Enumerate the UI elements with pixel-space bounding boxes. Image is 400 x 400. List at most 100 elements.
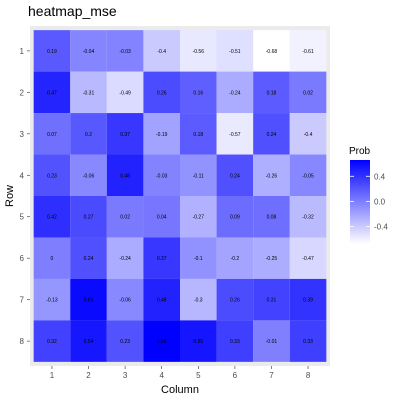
y-axis-ticks: 1 2 3 4 5 6 7 8	[20, 47, 30, 346]
cell-value-label: 0.33	[230, 339, 240, 345]
cell-value-label: 0.23	[47, 173, 57, 179]
heatmap-cell	[143, 113, 180, 155]
heatmap-cell	[289, 278, 327, 321]
heatmap-cell	[216, 113, 254, 155]
heatmap-cell	[70, 71, 107, 114]
y-tick-label: 4	[20, 171, 25, 180]
heatmap-cell	[289, 237, 327, 279]
heatmap-cell	[33, 113, 71, 155]
cell-value-label: 0.37	[120, 132, 130, 138]
heatmap-cell	[289, 196, 327, 238]
cell-value-label: 0.47	[47, 90, 57, 96]
x-axis-ticks: 1 2 3 4 5 6 7 8	[50, 366, 311, 380]
cell-value-label: -0.57	[229, 132, 241, 138]
heatmap-cell	[253, 113, 290, 155]
heatmap-cell	[143, 30, 180, 72]
heatmap-cell	[253, 278, 290, 321]
heatmap-cell	[106, 71, 144, 114]
heatmap-cell	[216, 278, 254, 321]
cell-value-label: 0.27	[84, 215, 94, 221]
heatmap-cell	[143, 237, 180, 279]
x-tick-label: 6	[233, 371, 238, 380]
cell-value-label: 0.42	[47, 215, 57, 221]
x-tick-label: 2	[86, 371, 91, 380]
heatmap-cell	[253, 320, 290, 362]
cell-value-label: 0.24	[84, 256, 94, 262]
cell-value-label: -0.04	[83, 49, 95, 55]
heatmap-cell	[70, 154, 107, 196]
heatmap-cell	[106, 320, 144, 362]
heatmap-cell	[33, 196, 71, 238]
heatmap-cell	[106, 113, 144, 155]
cell-value-label: -0.11	[193, 173, 204, 179]
heatmap-cell	[180, 154, 217, 196]
y-tick-label: 8	[20, 337, 25, 346]
heatmap-cell	[143, 320, 180, 362]
cell-value-label: 0.08	[267, 215, 277, 221]
y-tick-label: 7	[20, 296, 25, 305]
heatmap-cell	[143, 196, 180, 238]
heatmap-cell	[180, 30, 217, 72]
heatmap-cell	[216, 237, 254, 279]
heatmap-cell	[180, 237, 217, 279]
cell-value-label: -0.05	[302, 173, 314, 179]
heatmap-cell	[180, 71, 217, 114]
heatmap-cell	[106, 30, 144, 72]
heatmap-cell	[289, 154, 327, 196]
heatmap-cell	[143, 154, 180, 196]
cell-value-label: 0.48	[157, 298, 167, 304]
cell-value-label: 0.18	[193, 132, 203, 138]
cell-value-label: -0.31	[83, 90, 95, 96]
heatmap-cell	[143, 71, 180, 114]
cell-value-label: 0.31	[267, 298, 277, 304]
heatmap-cell	[216, 196, 254, 238]
cell-value-label: 0.66	[157, 339, 167, 345]
x-tick-label: 1	[50, 371, 55, 380]
cell-value-label: -0.2	[231, 256, 240, 262]
heatmap-cell	[253, 196, 290, 238]
heatmap-cell	[106, 237, 144, 279]
heatmap-cell	[216, 71, 254, 114]
heatmap-cells: 0.19 -0.04 -0.03 -0.4 -0.56 -0.51 -0.68 -0.61 0.…	[33, 30, 327, 362]
cell-value-label: -0.51	[229, 49, 241, 55]
cell-value-label: -0.06	[83, 173, 95, 179]
legend: Prob 0.4 0.0 -0.4	[349, 146, 388, 244]
heatmap-cell	[70, 237, 107, 279]
heatmap-cell	[253, 154, 290, 196]
cell-value-label: -0.01	[266, 339, 278, 345]
heatmap-cell	[70, 278, 107, 321]
cell-value-label: 0.24	[230, 173, 240, 179]
y-tick-label: 6	[20, 254, 25, 263]
cell-value-label: -0.19	[156, 132, 168, 138]
cell-value-label: 0.48	[120, 173, 130, 179]
heatmap-cell	[70, 113, 107, 155]
heatmap-cell	[33, 30, 71, 72]
cell-value-label: -0.47	[302, 256, 314, 262]
cell-value-label: 0.18	[267, 90, 277, 96]
x-tick-label: 4	[159, 371, 164, 380]
heatmap-cell	[253, 71, 290, 114]
legend-colorbar	[350, 160, 370, 244]
heatmap-cell	[33, 278, 71, 321]
heatmap-cell	[70, 30, 107, 72]
x-tick-label: 3	[123, 371, 128, 380]
cell-value-label: -0.68	[266, 49, 278, 55]
legend-tick-label: 0.0	[374, 197, 386, 206]
cell-value-label: -0.13	[46, 298, 58, 304]
cell-value-label: 0.32	[47, 339, 57, 345]
cell-value-label: -0.32	[302, 215, 314, 221]
cell-value-label: 0.55	[193, 339, 203, 345]
cell-value-label: -0.03	[156, 173, 168, 179]
cell-value-label: 0.19	[47, 49, 57, 55]
legend-tick-label: -0.4	[374, 222, 388, 231]
x-axis-title: Column	[161, 384, 199, 396]
heatmap-cell	[70, 196, 107, 238]
cell-value-label: -0.03	[119, 49, 131, 55]
heatmap-cell	[289, 113, 327, 155]
cell-value-label: -0.25	[266, 256, 278, 262]
y-tick-label: 1	[20, 47, 25, 56]
heatmap-cell	[33, 71, 71, 114]
cell-value-label: 0.54	[84, 339, 94, 345]
heatmap-cell	[253, 30, 290, 72]
